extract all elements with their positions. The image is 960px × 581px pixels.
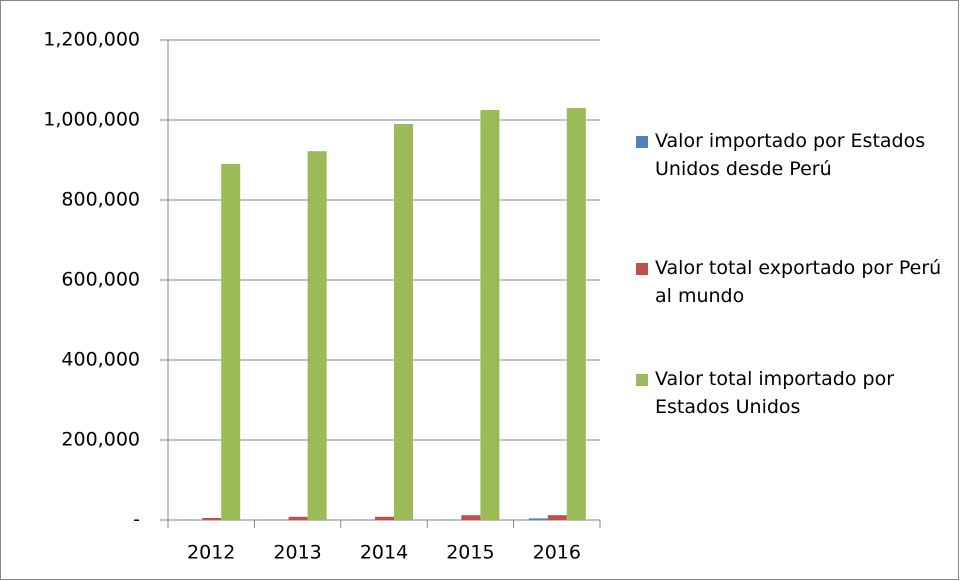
x-tick-label: 2015 bbox=[446, 542, 494, 564]
legend-label: Valor total exportado por Perú al mundo bbox=[655, 257, 942, 307]
bar bbox=[528, 518, 548, 520]
y-tick-label: 400,000 bbox=[61, 349, 140, 371]
x-tick-label: 2016 bbox=[533, 542, 581, 564]
y-tick-label: 600,000 bbox=[61, 269, 140, 291]
legend-entry: Valor total exportado por Perú al mundo bbox=[636, 254, 945, 310]
legend-entry: Valor total importado por Estados Unidos bbox=[636, 365, 945, 421]
bar bbox=[566, 108, 586, 520]
y-tick-label: 200,000 bbox=[61, 429, 140, 451]
bar bbox=[461, 515, 481, 520]
bar bbox=[307, 151, 327, 520]
legend-swatch bbox=[636, 374, 648, 386]
bar bbox=[221, 164, 241, 520]
x-tick-label: 2014 bbox=[360, 542, 408, 564]
bar bbox=[394, 124, 413, 520]
legend-swatch bbox=[636, 263, 648, 275]
y-tick-label: 800,000 bbox=[61, 189, 140, 211]
x-tick-label: 2013 bbox=[273, 542, 321, 564]
bar bbox=[288, 516, 308, 520]
legend-label: Valor importado por Estados Unidos desde… bbox=[655, 130, 926, 180]
bar bbox=[547, 515, 567, 520]
bar bbox=[375, 516, 394, 520]
bar bbox=[480, 110, 500, 520]
x-tick-label: 2012 bbox=[187, 542, 235, 564]
legend-swatch bbox=[636, 136, 648, 148]
y-tick-label: 1,000,000 bbox=[43, 109, 140, 131]
y-tick-label: - bbox=[133, 509, 140, 531]
legend-entry: Valor importado por Estados Unidos desde… bbox=[636, 127, 945, 183]
y-tick-label: 1,200,000 bbox=[43, 29, 140, 51]
legend-label: Valor total importado por Estados Unidos bbox=[655, 368, 895, 418]
bar bbox=[202, 518, 222, 520]
